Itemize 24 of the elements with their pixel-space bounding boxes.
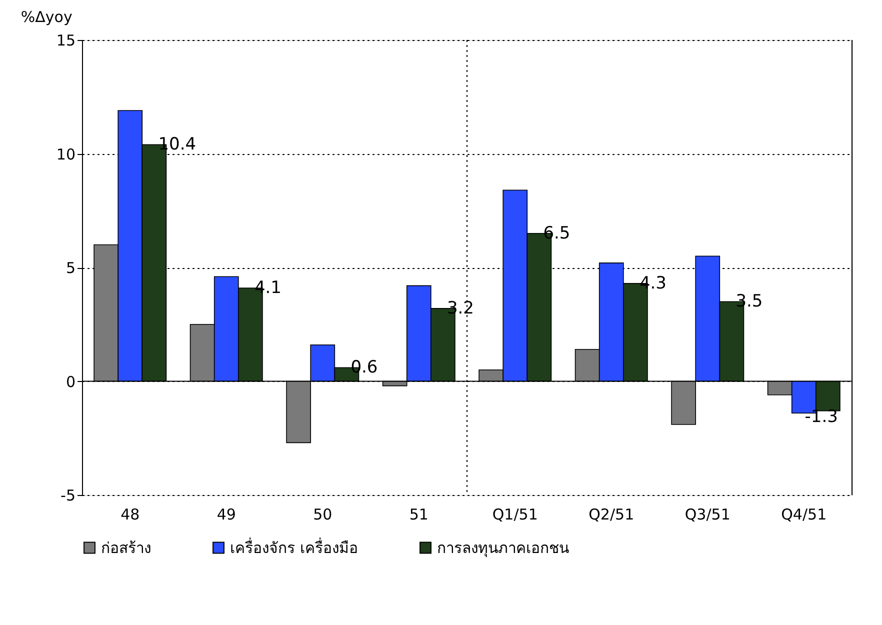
x-tick-label: 48 — [120, 506, 140, 524]
legend-label: การลงทุนภาคเอกชน — [437, 538, 569, 558]
y-tick-label: 10 — [56, 145, 76, 164]
legend-label: เครื่องจักร เครื่องมือ — [230, 536, 358, 557]
data-label: 3.2 — [446, 298, 474, 318]
x-tick-label: Q2/51 — [588, 506, 634, 524]
x-tick-label: 50 — [313, 506, 332, 524]
x-tick-label: Q3/51 — [684, 506, 730, 524]
data-label: 4.3 — [639, 273, 666, 294]
y-tick-label: -5 — [60, 486, 76, 504]
data-label: 6.5 — [543, 223, 570, 244]
y-axis-title: %Δyoy — [20, 8, 72, 26]
y-tick-label: 15 — [56, 32, 76, 50]
y-tick-label: 5 — [66, 259, 76, 277]
data-label: 3.5 — [736, 292, 763, 312]
legend-label: ก่อสร้าง — [101, 538, 151, 557]
data-label: 0.6 — [350, 358, 378, 378]
x-tick-label: 51 — [409, 506, 428, 524]
y-tick-label: 0 — [66, 372, 76, 391]
x-tick-label: 49 — [216, 506, 236, 524]
data-label: 4.1 — [254, 278, 282, 298]
x-tick-label: Q1/51 — [492, 506, 538, 524]
data-label: 10.4 — [158, 134, 196, 155]
x-tick-label: Q4/51 — [781, 506, 827, 524]
